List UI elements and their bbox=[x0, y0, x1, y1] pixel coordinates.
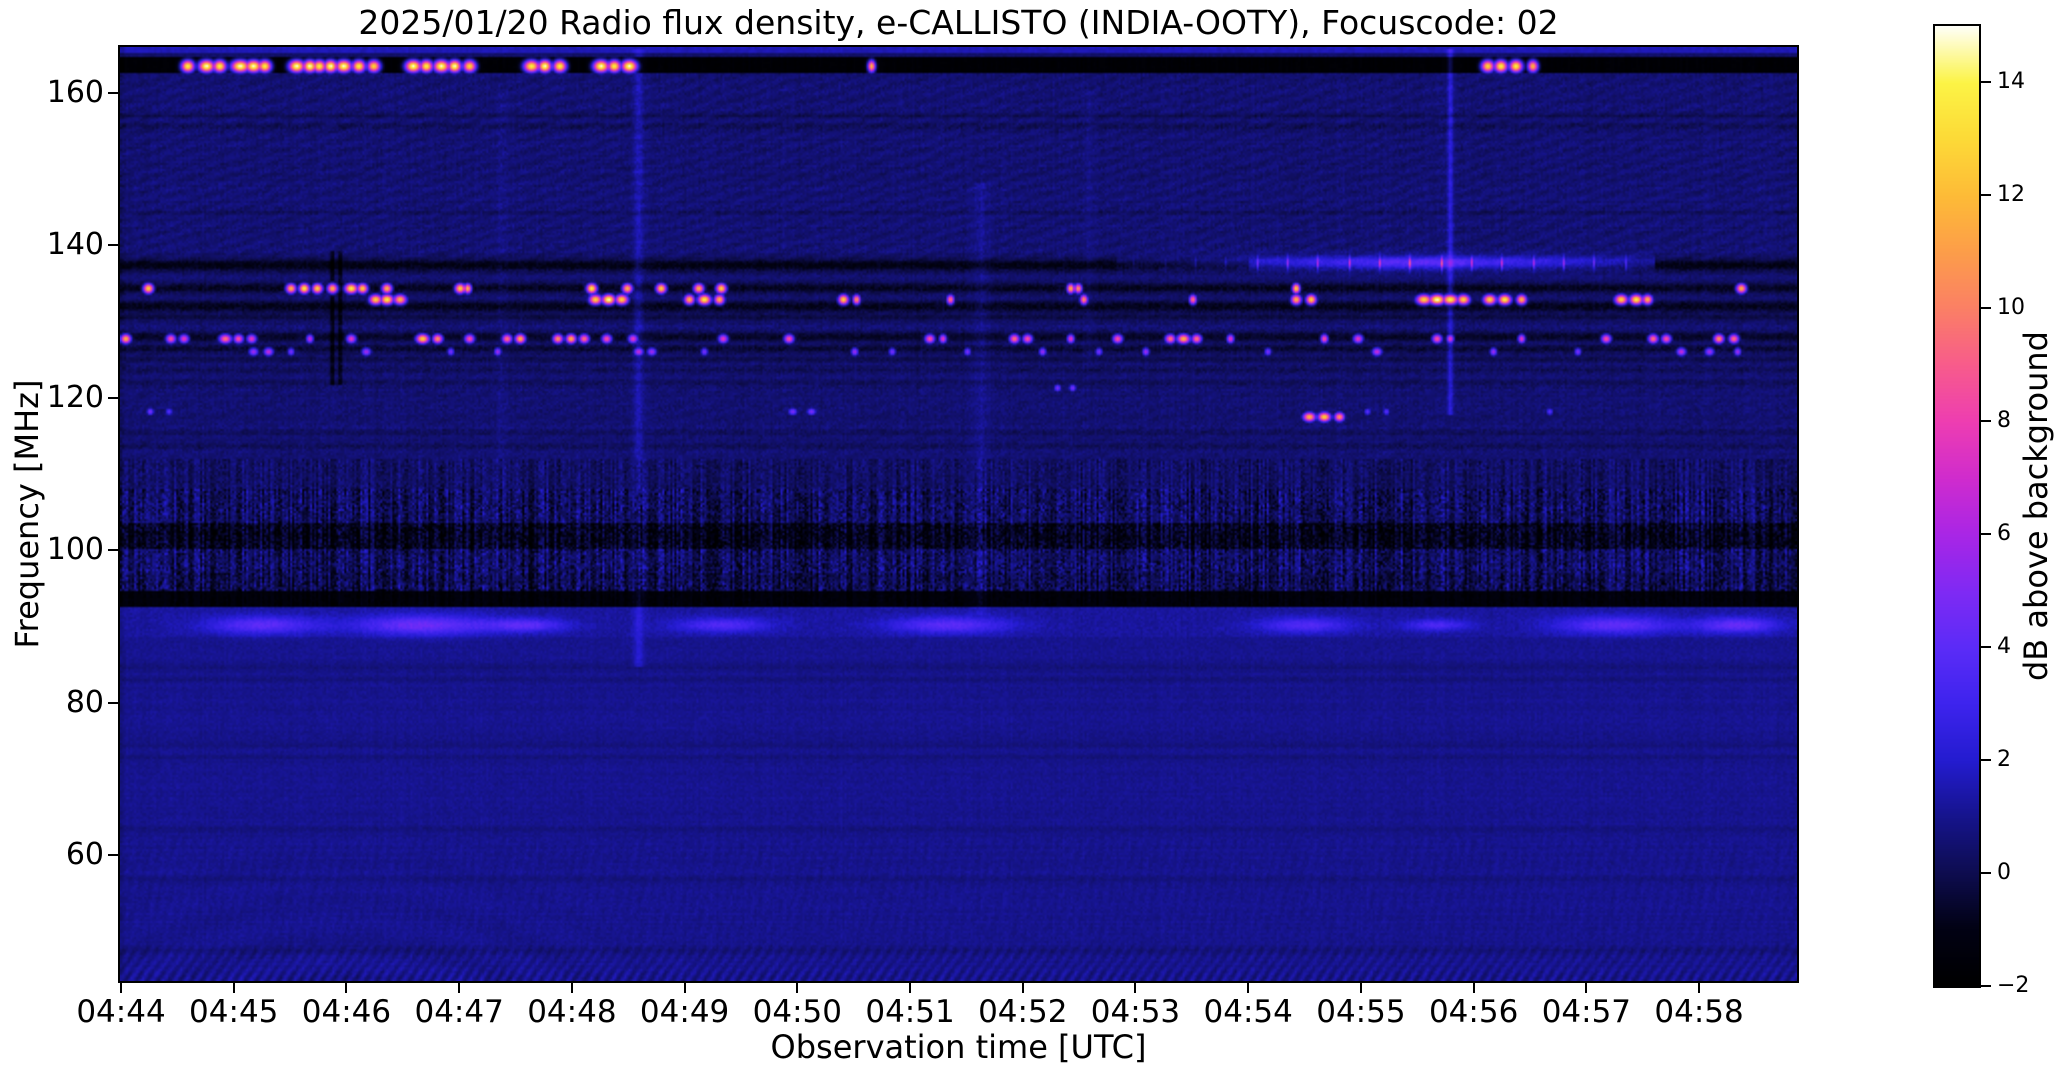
x-tick-label: 04:48 bbox=[527, 994, 617, 1030]
y-tick-label: 160 bbox=[46, 74, 104, 110]
y-tick-label: 80 bbox=[65, 684, 104, 720]
colorbar-tick-mark bbox=[1981, 194, 1991, 197]
y-tick-mark bbox=[108, 244, 118, 247]
y-tick-mark bbox=[108, 91, 118, 94]
x-tick-label: 04:57 bbox=[1541, 994, 1632, 1030]
x-tick-label: 04:56 bbox=[1428, 994, 1519, 1030]
y-tick-mark bbox=[108, 854, 118, 857]
x-tick-mark bbox=[796, 983, 799, 993]
x-tick-label: 04:53 bbox=[1090, 994, 1181, 1030]
x-tick-label: 04:58 bbox=[1654, 994, 1744, 1030]
colorbar-tick-label: 6 bbox=[1997, 521, 2011, 547]
colorbar-tick-label: 12 bbox=[1997, 182, 2025, 208]
colorbar-tick-label: 8 bbox=[1997, 408, 2011, 434]
x-tick-label: 04:54 bbox=[1203, 994, 1293, 1030]
colorbar-tick-mark bbox=[1981, 81, 1991, 84]
colorbar-tick-mark bbox=[1981, 759, 1991, 762]
y-tick-mark bbox=[108, 396, 118, 399]
y-tick-mark bbox=[108, 701, 118, 704]
x-tick-label: 04:49 bbox=[639, 994, 730, 1030]
x-tick-mark bbox=[1472, 983, 1475, 993]
x-tick-mark bbox=[1698, 983, 1701, 993]
colorbar-label: dB above background bbox=[2017, 331, 2055, 681]
x-tick-mark bbox=[1247, 983, 1250, 993]
x-axis-label: Observation time [UTC] bbox=[770, 1028, 1147, 1066]
x-tick-label: 04:46 bbox=[301, 994, 392, 1030]
x-tick-label: 04:51 bbox=[865, 994, 955, 1030]
x-tick-mark bbox=[1585, 983, 1588, 993]
y-tick-label: 100 bbox=[46, 532, 104, 568]
x-tick-mark bbox=[345, 983, 348, 993]
x-tick-label: 04:55 bbox=[1316, 994, 1406, 1030]
x-tick-mark bbox=[120, 983, 122, 993]
x-tick-mark bbox=[1134, 983, 1137, 993]
colorbar-tick-label: 0 bbox=[1997, 860, 2011, 886]
colorbar-tick-label: 14 bbox=[1997, 69, 2025, 95]
spectrogram-heatmap bbox=[120, 47, 1797, 981]
colorbar-tick-mark bbox=[1981, 420, 1991, 423]
colorbar bbox=[1933, 24, 1981, 988]
x-tick-mark bbox=[570, 983, 573, 993]
colorbar-tick-label: 4 bbox=[1997, 634, 2011, 660]
x-tick-mark bbox=[1021, 983, 1024, 993]
x-tick-mark bbox=[1359, 983, 1362, 993]
x-tick-mark bbox=[232, 983, 235, 993]
x-tick-label: 04:52 bbox=[978, 994, 1068, 1030]
colorbar-tick-mark bbox=[1981, 646, 1991, 649]
y-tick-mark bbox=[108, 549, 118, 552]
plot-title: 2025/01/20 Radio flux density, e-CALLIST… bbox=[358, 3, 1559, 42]
y-axis-label: Frequency [MHz] bbox=[8, 379, 46, 649]
x-tick-mark bbox=[458, 983, 461, 993]
plot-area bbox=[118, 45, 1799, 983]
x-tick-mark bbox=[683, 983, 686, 993]
y-tick-label: 140 bbox=[46, 227, 104, 263]
colorbar-tick-label: −2 bbox=[1997, 973, 2030, 998]
colorbar-tick-mark bbox=[1981, 533, 1991, 536]
y-tick-label: 60 bbox=[65, 837, 104, 873]
x-tick-label: 04:50 bbox=[752, 994, 842, 1030]
colorbar-tick-label: 2 bbox=[1997, 747, 2011, 773]
y-tick-label: 120 bbox=[46, 379, 104, 415]
x-tick-label: 04:45 bbox=[189, 994, 279, 1030]
colorbar-tick-mark bbox=[1981, 307, 1991, 310]
colorbar-tick-label: 10 bbox=[1997, 295, 2025, 321]
x-tick-mark bbox=[909, 983, 912, 993]
x-tick-label: 04:47 bbox=[414, 994, 504, 1030]
colorbar-gradient bbox=[1935, 26, 1979, 986]
colorbar-tick-mark bbox=[1981, 872, 1991, 875]
colorbar-tick-mark bbox=[1981, 985, 1991, 987]
x-tick-label: 04:44 bbox=[76, 994, 166, 1030]
